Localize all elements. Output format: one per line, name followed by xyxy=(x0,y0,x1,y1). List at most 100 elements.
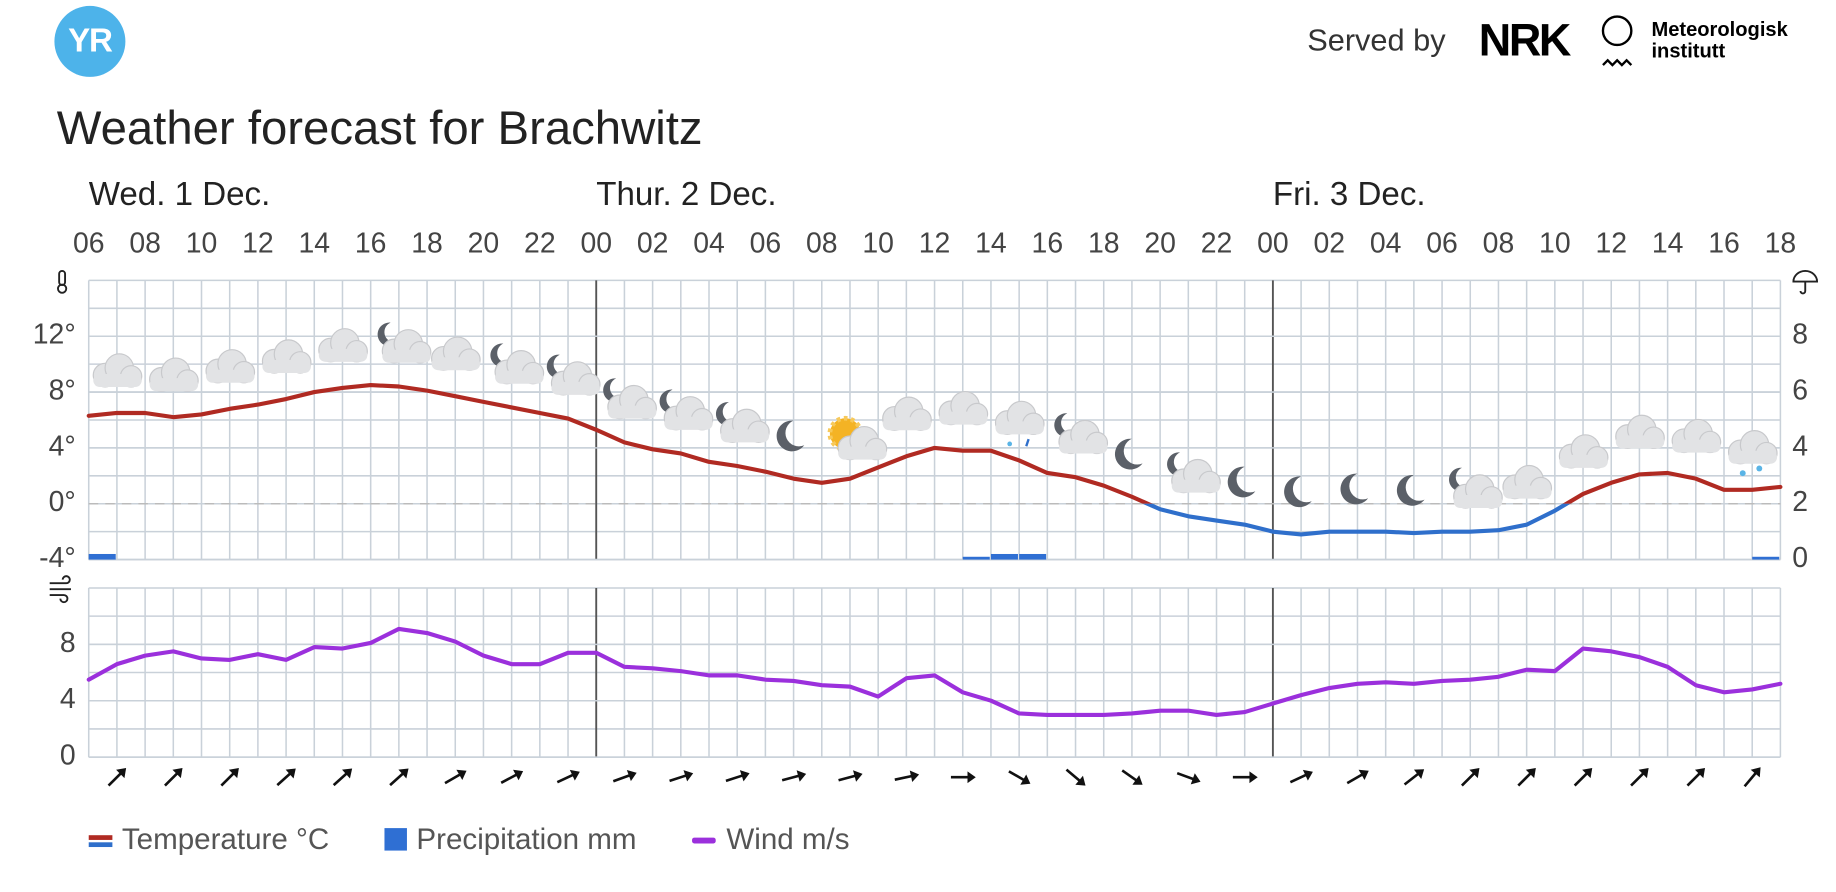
x-tick-label: 06 xyxy=(1426,227,1458,259)
cloud-base xyxy=(882,417,932,431)
arrow-head xyxy=(342,768,353,779)
cloud-base xyxy=(206,369,255,383)
wind-arrow xyxy=(444,769,467,785)
weather-icon xyxy=(149,357,199,392)
x-tick-label: 16 xyxy=(355,227,387,259)
drop xyxy=(1025,438,1030,447)
wind-arrow xyxy=(332,768,353,787)
arrow-head xyxy=(1249,771,1258,784)
wind-arrow xyxy=(1686,768,1706,787)
weather-icon xyxy=(938,390,989,426)
y-tick-label: -4° xyxy=(39,542,76,574)
arrow-head xyxy=(1469,768,1480,779)
x-tick-label: 22 xyxy=(1201,227,1233,259)
arrow-head xyxy=(1190,773,1201,785)
wind-arrow xyxy=(500,769,524,784)
wind-arrow xyxy=(1517,768,1536,787)
moon xyxy=(1396,475,1425,506)
weather-icon xyxy=(1054,413,1109,455)
nrk-logo[interactable]: NRK xyxy=(1479,15,1575,66)
weather-icon xyxy=(546,354,601,396)
wind-arrow xyxy=(894,770,920,783)
wind-arrow xyxy=(612,770,637,783)
weather-icon xyxy=(1615,414,1665,449)
weather-icon xyxy=(1558,434,1609,469)
weather-icon xyxy=(490,343,545,385)
y2-tick-label: 8 xyxy=(1792,319,1808,351)
cloud-base xyxy=(149,378,199,392)
cloud-base xyxy=(1502,485,1552,499)
arrow-head xyxy=(626,770,637,782)
precipitation-bar xyxy=(990,553,1018,560)
logo[interactable]: YR xyxy=(68,22,114,59)
precipitation-bar xyxy=(962,556,990,560)
arrow-head xyxy=(909,770,920,783)
x-tick-label: 14 xyxy=(975,227,1007,259)
x-tick-label: 16 xyxy=(1032,227,1064,259)
moon xyxy=(1449,467,1471,492)
wind-arrow xyxy=(276,768,296,787)
legend-swatch-temp-above xyxy=(88,835,113,840)
weather-icon xyxy=(205,349,256,384)
wind-arrow xyxy=(556,769,580,784)
x-tick-label: 04 xyxy=(693,227,725,259)
precipitation-bar xyxy=(88,553,116,560)
wind-arrow xyxy=(1289,769,1313,784)
cloud-base xyxy=(1615,435,1665,449)
day-label: Fri. 3 Dec. xyxy=(1273,176,1426,213)
met-logo-line-2[interactable]: institutt xyxy=(1651,40,1725,62)
moon xyxy=(1054,413,1076,437)
arrow-head xyxy=(569,769,580,781)
cloud-base xyxy=(495,370,544,384)
wind-arrow xyxy=(1176,771,1201,785)
arrow-head xyxy=(1132,775,1143,785)
wind-arrow xyxy=(1403,769,1425,786)
arrow-head xyxy=(1413,769,1425,779)
cloud-base xyxy=(262,359,311,374)
legend-swatch xyxy=(384,828,407,851)
arrow-head xyxy=(683,770,694,782)
x-tick-label: 10 xyxy=(862,227,894,259)
cloud-base xyxy=(1559,454,1608,468)
wind-arrow xyxy=(220,768,239,787)
grid xyxy=(87,279,1782,561)
y-tick-label: 12° xyxy=(33,319,76,351)
arrow-head xyxy=(172,768,183,779)
x-tick-label: 10 xyxy=(186,227,218,259)
arrow-head xyxy=(116,768,127,779)
arrow-head xyxy=(1694,768,1706,779)
x-tick-label: 02 xyxy=(637,227,669,259)
cloud-base xyxy=(607,405,657,419)
arrow-head xyxy=(1750,767,1761,778)
y-tick-label: 4 xyxy=(60,683,76,715)
met-logo-line-1[interactable]: Meteorologisk xyxy=(1651,19,1788,41)
temperature-line-below-zero xyxy=(1142,503,1571,537)
cloud-base xyxy=(1058,440,1108,454)
snow xyxy=(1739,470,1746,477)
weather-icon xyxy=(1449,467,1503,509)
x-tick-label: 08 xyxy=(806,227,838,259)
wind-arrow xyxy=(1121,769,1143,785)
y2-tick-label: 4 xyxy=(1792,430,1808,462)
wind-arrow xyxy=(1573,768,1593,787)
x-tick-label: 18 xyxy=(1088,227,1120,259)
drop xyxy=(1007,441,1013,447)
x-tick-label: 08 xyxy=(129,227,161,259)
arrow-head xyxy=(456,769,467,780)
x-tick-label: 00 xyxy=(1257,227,1289,259)
weather-icon xyxy=(1396,475,1425,506)
snow xyxy=(1756,465,1763,472)
logo-circle[interactable] xyxy=(54,5,126,77)
cloud-base xyxy=(93,373,142,387)
weather-icon xyxy=(1727,430,1778,477)
arrow-head xyxy=(739,770,750,782)
x-tick-label: 12 xyxy=(1595,227,1627,259)
cloud-base xyxy=(995,421,1044,435)
weather-icon xyxy=(776,420,805,452)
y2-tick-label: 0 xyxy=(1792,542,1808,574)
cloud-base xyxy=(431,357,481,371)
wind-arrow xyxy=(950,771,976,784)
wind-icon xyxy=(49,575,71,604)
cloud-base xyxy=(551,381,600,395)
arrow-head xyxy=(285,768,296,779)
